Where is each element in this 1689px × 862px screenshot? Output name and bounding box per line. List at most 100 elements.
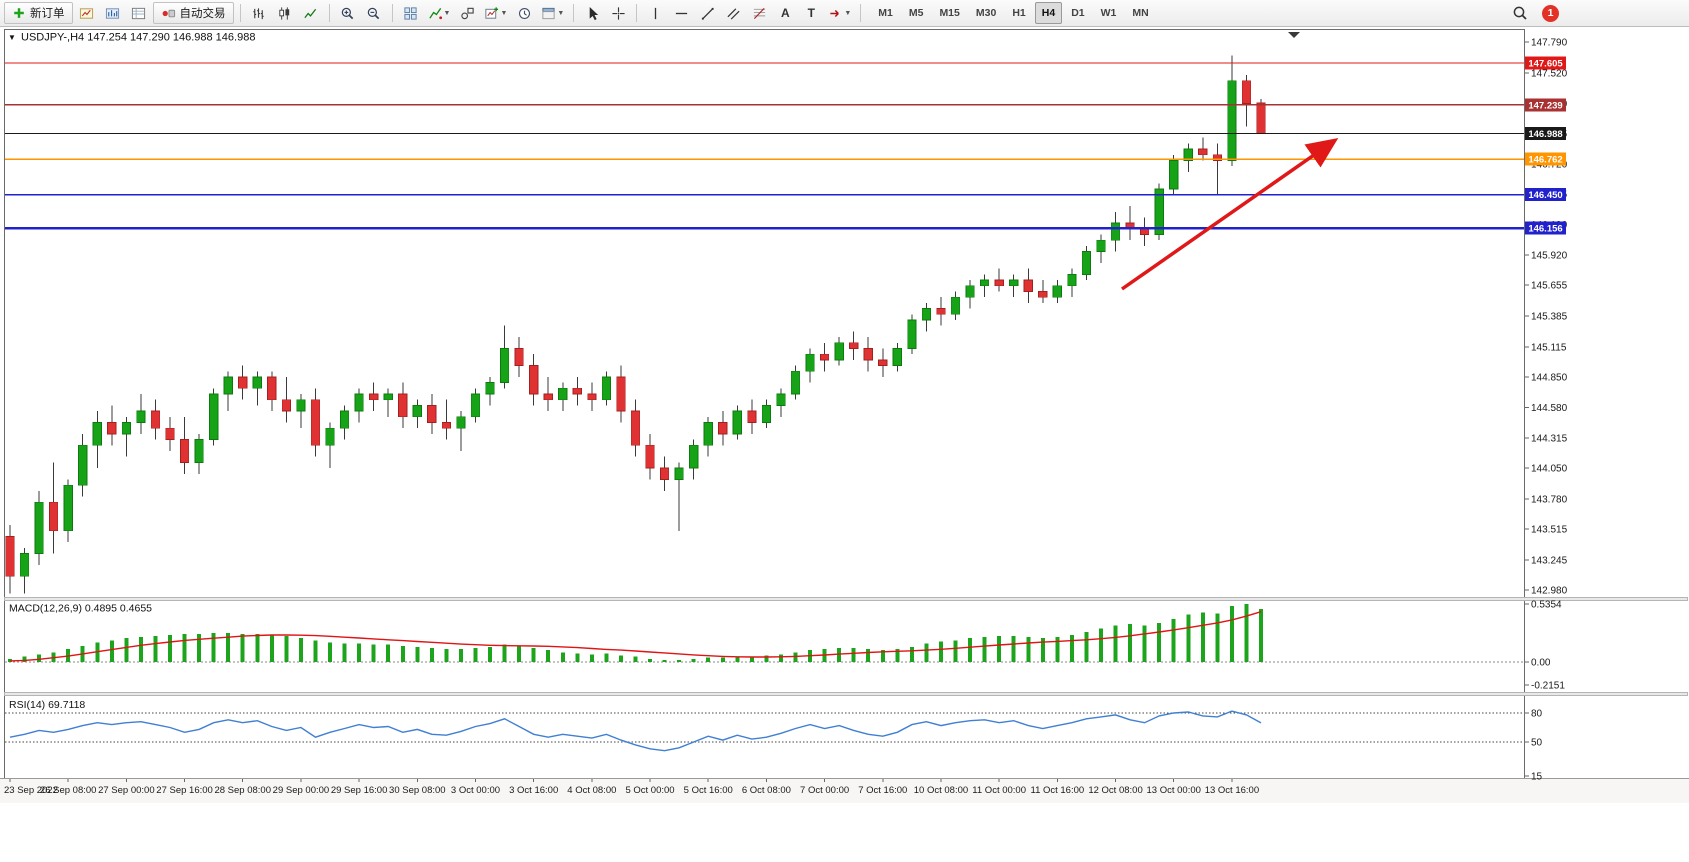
objects-button[interactable] — [455, 2, 479, 24]
price-axis-label: 143.780 — [1531, 494, 1568, 505]
macd-histogram-bar — [589, 654, 594, 662]
macd-histogram-bar — [1128, 624, 1133, 662]
dropdown-caret-icon: ▼ — [557, 9, 565, 17]
bull-candle — [689, 444, 699, 469]
bull-candle — [485, 382, 495, 395]
chart-area[interactable]: 147.790147.520147.250146.985146.720146.4… — [0, 27, 1689, 862]
macd-histogram-bar — [1113, 625, 1118, 662]
timeframe-m1-button[interactable]: M1 — [878, 7, 893, 19]
bear-candle — [1212, 154, 1222, 161]
bull-candle — [354, 393, 364, 412]
bear-candle — [5, 536, 15, 577]
time-axis-label: 5 Oct 00:00 — [625, 785, 674, 796]
label-tool-button[interactable]: T — [799, 2, 823, 24]
channel-button[interactable] — [721, 2, 745, 24]
cursor-button[interactable] — [580, 2, 604, 24]
fibonacci-button[interactable] — [747, 2, 771, 24]
macd-histogram-bar — [429, 647, 434, 662]
time-axis-label: 23 Sep 2022 — [4, 785, 58, 796]
bull-candle — [252, 376, 262, 389]
vertical-line-button[interactable] — [643, 2, 667, 24]
timeframe-mn-button[interactable]: MN — [1132, 7, 1149, 19]
candlestick-chart-icon — [279, 6, 290, 20]
price-levels[interactable]: 147.605 147.239 146.988 146.762 146.450 146.1… — [5, 56, 1566, 235]
toolbar-separator — [391, 4, 393, 22]
bear-candle — [369, 393, 379, 401]
candlestick-chart-button[interactable] — [273, 2, 297, 24]
macd-histogram-bar — [226, 632, 231, 662]
time-axis-label: 27 Sep 16:00 — [156, 785, 213, 796]
timeframe-m15-button[interactable]: M15 — [939, 7, 960, 19]
macd-histogram-bar — [1200, 612, 1205, 662]
tile-windows-button[interactable] — [399, 2, 423, 24]
bull-candle — [892, 348, 902, 366]
bar-chart-button[interactable] — [247, 2, 271, 24]
bull-candle — [92, 422, 102, 446]
bear-candle — [267, 376, 277, 401]
bear-candle — [514, 348, 524, 366]
time-axis-label: 11 Oct 16:00 — [1030, 785, 1084, 796]
auto-trading-button[interactable]: 自动交易 — [152, 2, 234, 24]
timeframe-w1-button[interactable]: W1 — [1100, 7, 1117, 19]
bear-candle — [1023, 279, 1033, 292]
cursor-icon — [589, 6, 598, 20]
search-button[interactable] — [1508, 2, 1532, 24]
bull-candle — [761, 405, 772, 423]
notification-badge[interactable]: 1 — [1542, 4, 1559, 22]
trend-arrow-annotation[interactable] — [1120, 137, 1339, 291]
arrows-tool-button[interactable]: ▼ — [825, 2, 854, 24]
macd-histogram-bar — [866, 649, 871, 662]
zoom-out-button[interactable] — [362, 2, 386, 24]
bull-candle — [703, 422, 713, 446]
price-axis-label: 145.920 — [1531, 251, 1568, 262]
line-chart-button[interactable] — [299, 2, 323, 24]
text-tool-button[interactable]: A — [773, 2, 797, 24]
macd-histogram-bar — [138, 637, 143, 662]
chart-window-button[interactable] — [75, 2, 99, 24]
horizontal-line-icon — [675, 12, 687, 14]
bull-candle — [1009, 279, 1019, 287]
macd-histogram-bar — [357, 643, 362, 662]
crosshair-button[interactable] — [606, 2, 630, 24]
bear-candle — [1038, 291, 1048, 298]
timeframe-h4-button[interactable]: H4 — [1034, 2, 1063, 24]
price-axis-label: 145.115 — [1531, 342, 1567, 353]
rsi-line — [9, 710, 1262, 752]
timeframe-h1-button[interactable]: H1 — [1012, 7, 1026, 19]
macd-histogram-bar — [953, 640, 958, 662]
timeframe-m5-button[interactable]: M5 — [908, 7, 924, 19]
price-level-tag — [1525, 152, 1566, 166]
bear-candle — [165, 427, 175, 441]
data-window-button[interactable] — [127, 2, 151, 24]
timeframe-m30-button[interactable]: M30 — [975, 7, 997, 19]
new-chart-button[interactable]: ▼ — [481, 2, 510, 24]
chart-shift-marker[interactable] — [1288, 32, 1300, 38]
vertical-line-icon — [654, 7, 656, 19]
timeframe-group: M1 M5 M15 M30 H1 H4 D1 W1 MN — [871, 2, 1155, 24]
bull-candle — [1154, 188, 1164, 235]
bull-candle — [34, 501, 44, 554]
toolbar-separator — [328, 4, 330, 22]
macd-histogram-bar — [298, 638, 303, 662]
panel-separator[interactable] — [4, 597, 1688, 601]
bull-candle — [1052, 285, 1062, 298]
bear-candle — [820, 353, 830, 361]
bull-candle — [921, 308, 932, 321]
collapse-arrow-icon[interactable]: ▼ — [8, 33, 16, 42]
templates-button[interactable]: ▼ — [538, 2, 567, 24]
search-icon — [1513, 6, 1527, 20]
zoom-in-button[interactable] — [336, 2, 360, 24]
trendline-button[interactable] — [695, 2, 719, 24]
data-window-icon — [131, 7, 146, 19]
macd-histogram-bar — [575, 653, 580, 662]
indicators-button[interactable]: ▼ — [425, 2, 454, 24]
toolbar: 新订单 自动交易 ▼ ▼ — [0, 0, 1689, 27]
timeframe-d1-button[interactable]: D1 — [1071, 7, 1085, 19]
profiles-button[interactable] — [101, 2, 125, 24]
period-clock-button[interactable] — [512, 2, 536, 24]
horizontal-line-button[interactable] — [669, 2, 693, 24]
new-order-button[interactable]: 新订单 — [4, 2, 73, 24]
macd-histogram-bar — [560, 652, 565, 662]
panel-separator[interactable] — [4, 692, 1688, 696]
